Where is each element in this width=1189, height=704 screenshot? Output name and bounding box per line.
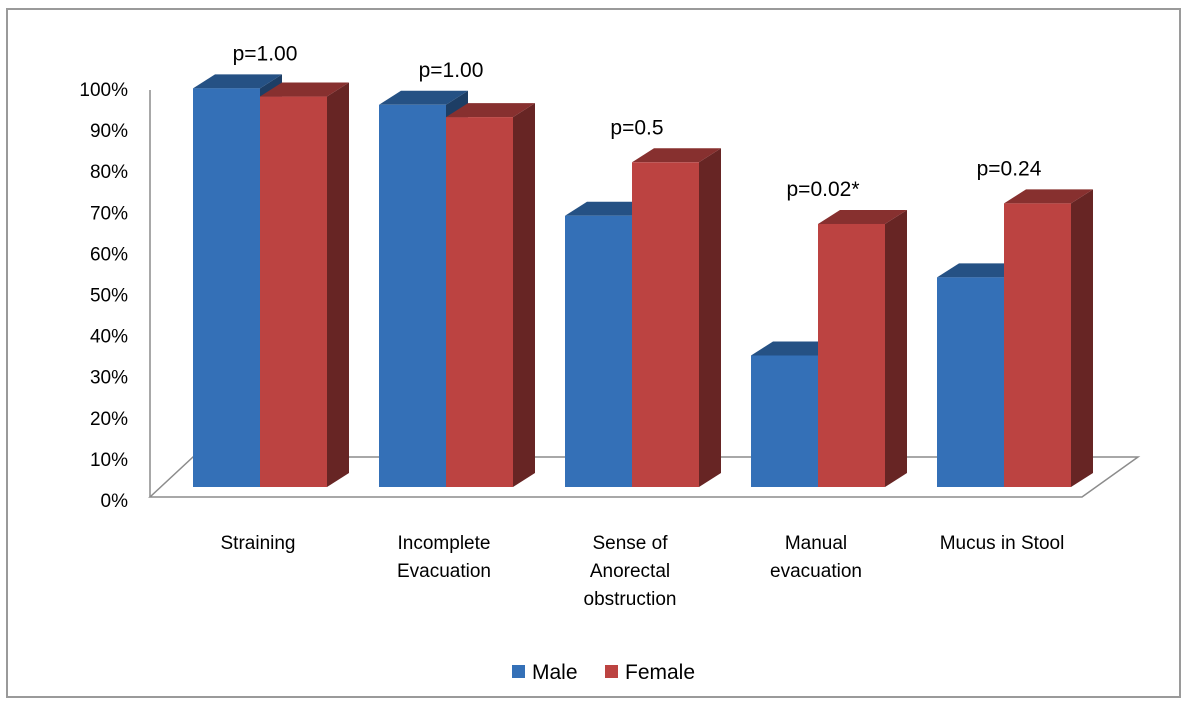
p-value-annotation: p=1.00 <box>419 59 484 82</box>
bar-female <box>446 117 513 487</box>
legend-label-male: Male <box>532 661 578 684</box>
bar-top-female <box>260 82 349 97</box>
bar-side-female <box>699 148 721 487</box>
bar-side-female <box>327 82 349 488</box>
x-category-label: Straining <box>221 533 296 554</box>
y-tick-label: 30% <box>90 368 128 389</box>
bar-female <box>1004 203 1071 487</box>
bar-top-female <box>446 103 535 118</box>
bar-female <box>632 162 699 487</box>
bar-top-male <box>565 201 654 216</box>
bar-female <box>818 223 885 487</box>
p-value-annotation: p=0.02* <box>787 178 860 201</box>
p-value-annotation: p=0.5 <box>610 116 663 139</box>
bar-male <box>937 277 1004 487</box>
y-tick-label: 80% <box>90 162 128 183</box>
x-category-label: Mucus in Stool <box>940 533 1065 554</box>
x-category-label: Manual evacuation <box>770 533 862 582</box>
p-value-annotation: p=0.24 <box>977 157 1042 180</box>
bar-top-female <box>1004 189 1093 204</box>
bar-female <box>260 96 327 488</box>
bar-side-female <box>885 209 907 487</box>
y-tick-label: 10% <box>90 450 128 471</box>
y-tick-label: 20% <box>90 409 128 430</box>
bar-top-female <box>632 148 721 163</box>
bar-top-female <box>818 209 907 224</box>
y-tick-label: 40% <box>90 327 128 348</box>
x-category-label: Sense of Anorectal obstruction <box>584 533 677 610</box>
y-tick-label: 50% <box>90 286 128 307</box>
bar-male <box>751 355 818 487</box>
bar-male <box>565 215 632 488</box>
bar-top-male <box>193 74 282 89</box>
y-tick-label: 0% <box>101 491 129 512</box>
legend-swatch-female <box>605 665 618 678</box>
bar-side-female <box>513 103 535 487</box>
y-tick-label: 90% <box>90 121 128 142</box>
y-tick-label: 100% <box>79 80 128 101</box>
p-value-annotation: p=1.00 <box>233 42 298 65</box>
y-tick-label: 60% <box>90 244 128 265</box>
bar-male <box>193 88 260 487</box>
bar-top-male <box>751 341 840 356</box>
y-tick-label: 70% <box>90 203 128 224</box>
legend-swatch-male <box>512 665 525 678</box>
bar-male <box>379 104 446 488</box>
bar-top-male <box>379 90 468 105</box>
x-category-label: Incomplete Evacuation <box>397 533 491 582</box>
bar-top-male <box>937 263 1026 278</box>
bar-side-female <box>1071 189 1093 487</box>
legend-label-female: Female <box>625 661 695 684</box>
